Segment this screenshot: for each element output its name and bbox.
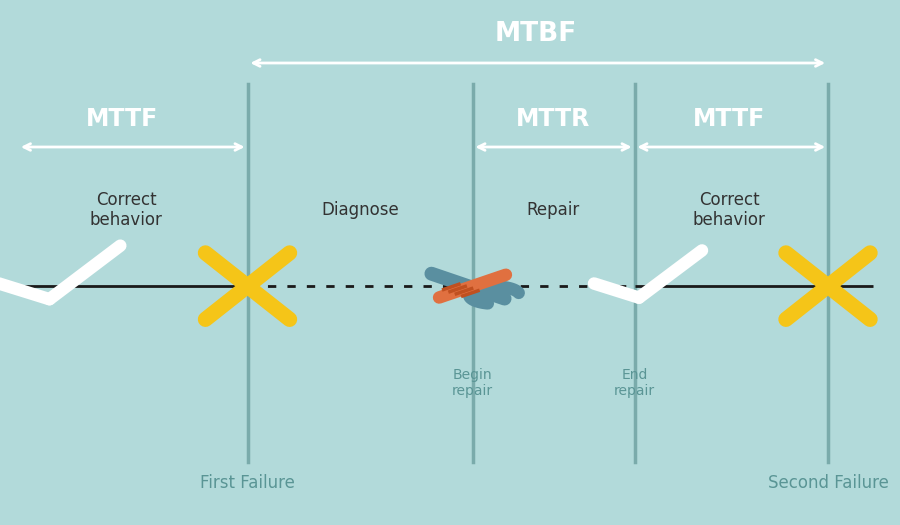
Text: End
repair: End repair [614,368,655,398]
Text: MTBF: MTBF [494,21,577,47]
Text: Correct
behavior: Correct behavior [693,191,765,229]
Text: MTTF: MTTF [693,107,765,131]
Text: Diagnose: Diagnose [321,201,399,219]
Text: MTTF: MTTF [86,107,158,131]
Text: Repair: Repair [526,201,580,219]
Text: MTTR: MTTR [517,107,590,131]
Text: Correct
behavior: Correct behavior [90,191,162,229]
Text: Second Failure: Second Failure [768,474,888,492]
Text: First Failure: First Failure [200,474,295,492]
Text: Begin
repair: Begin repair [452,368,493,398]
